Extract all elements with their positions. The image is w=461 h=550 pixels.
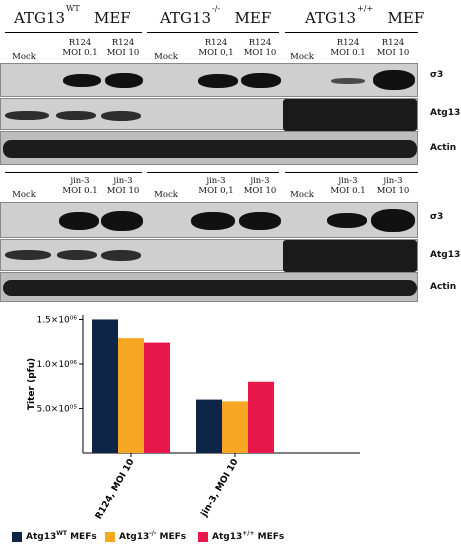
x-tick-label: jin-3, MOI 10	[199, 458, 241, 520]
group-title-wt: ATG13WT MEF	[14, 4, 131, 27]
bar	[222, 401, 248, 453]
group-separator	[5, 32, 142, 33]
band-label-atg13: Atg13	[430, 108, 461, 118]
bar	[92, 319, 118, 453]
y-tick-label: 1.5×10⁰⁶	[36, 315, 77, 325]
legend-label-wt: Atg13WT MEFs	[26, 530, 97, 542]
legend-swatch-wt	[12, 532, 22, 542]
lane-label: R124 MOI 10	[376, 38, 410, 58]
legend-label-ko: Atg13-/- MEFs	[119, 530, 187, 542]
lane-label: jin-3 MOI 0.1	[330, 176, 366, 196]
sigma3-blot	[0, 63, 418, 97]
lane-label: jin-3 MOI 10	[243, 176, 277, 196]
lane-label: Mock	[12, 52, 36, 62]
bar	[118, 338, 144, 453]
band-label-sigma3: σ3	[430, 70, 444, 80]
titer-bar-chart: 5.0×10⁰⁵ 1.0×10⁰⁶ 1.5×10⁰⁶ Titer (pfu) R124,…	[27, 315, 360, 521]
lane-label: jin-3 MOI 0,1	[198, 176, 234, 196]
lane-label: R124 MOI 10	[106, 38, 140, 58]
group-title-rescue: ATG13+/+ MEF	[305, 4, 425, 27]
bar	[144, 342, 170, 453]
lane-label: R124 MOI 0.1	[330, 38, 366, 58]
group-separator	[285, 32, 418, 33]
atg13-blot	[0, 98, 418, 131]
group-title-ko: ATG13-/- MEF	[160, 4, 272, 27]
x-tick-label: R124, MOI 10	[94, 458, 137, 521]
band-label-actin: Actin	[430, 143, 457, 153]
bar	[196, 399, 222, 453]
y-axis-label: Titer (pfu)	[27, 358, 37, 410]
sigma3-blot	[0, 202, 418, 238]
lane-label: R124 MOI 0.1	[62, 38, 98, 58]
lane-label: Mock	[290, 190, 314, 200]
actin-blot	[0, 272, 418, 302]
bar	[248, 381, 274, 453]
band-label-sigma3: σ3	[430, 212, 444, 222]
lane-label: R124 MOI 10	[243, 38, 277, 58]
band-label-actin: Actin	[430, 282, 457, 292]
lane-label: jin-3 MOI 0.1	[62, 176, 98, 196]
group-separator	[5, 172, 142, 173]
y-tick-label: 5.0×10⁰⁵	[36, 404, 77, 414]
lane-label: Mock	[154, 190, 178, 200]
group-separator	[147, 32, 279, 33]
lane-label: R124 MOI 0,1	[198, 38, 234, 58]
lane-label: jin-3 MOI 10	[106, 176, 140, 196]
atg13-blot	[0, 239, 418, 272]
legend-label-rescue: Atg13+/+ MEFs	[212, 530, 285, 542]
legend-swatch-rescue	[198, 532, 208, 542]
y-tick-label: 1.0×10⁰⁶	[36, 360, 77, 370]
group-separator	[285, 172, 418, 173]
legend-swatch-ko	[105, 532, 115, 542]
group-separator	[147, 172, 279, 173]
lane-label: jin-3 MOI 10	[376, 176, 410, 196]
lane-label: Mock	[12, 190, 36, 200]
lane-label: Mock	[154, 52, 178, 62]
actin-blot	[0, 131, 418, 165]
band-label-atg13: Atg13	[430, 250, 461, 260]
lane-label: Mock	[290, 52, 314, 62]
